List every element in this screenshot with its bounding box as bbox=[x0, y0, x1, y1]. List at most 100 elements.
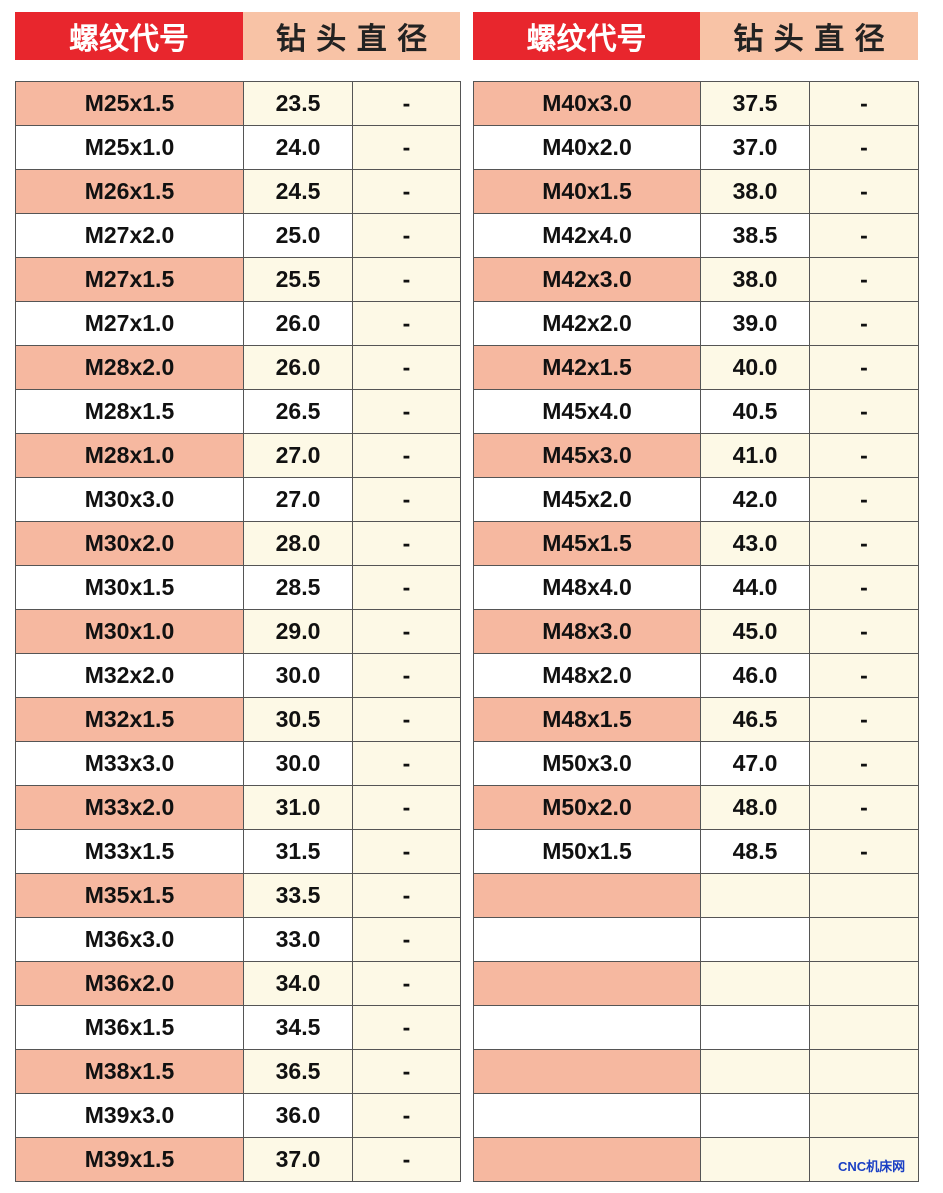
table-cell: 24.0 bbox=[243, 125, 353, 170]
empty-cell bbox=[473, 1137, 701, 1182]
table-cell: - bbox=[809, 697, 919, 742]
table-cell: - bbox=[352, 653, 461, 698]
table-cell: 38.0 bbox=[700, 257, 810, 302]
table-cell: - bbox=[809, 477, 919, 522]
table-cell: - bbox=[352, 521, 461, 566]
table-cell: 25.0 bbox=[243, 213, 353, 258]
table-cell: M45x2.0 bbox=[473, 477, 701, 522]
empty-cell bbox=[473, 873, 701, 918]
table-cell: - bbox=[809, 81, 919, 126]
table-cell: 37.0 bbox=[700, 125, 810, 170]
table-cell: M45x3.0 bbox=[473, 433, 701, 478]
table-cell: 31.5 bbox=[243, 829, 353, 874]
table-cell: M48x3.0 bbox=[473, 609, 701, 654]
empty-cell bbox=[809, 1005, 919, 1050]
table-cell: M42x3.0 bbox=[473, 257, 701, 302]
table-cell: - bbox=[809, 521, 919, 566]
table-cell: M28x1.0 bbox=[15, 433, 244, 478]
table-cell: - bbox=[352, 1093, 461, 1138]
table-cell: M45x4.0 bbox=[473, 389, 701, 434]
table-cell: 34.5 bbox=[243, 1005, 353, 1050]
empty-cell bbox=[809, 1049, 919, 1094]
empty-cell bbox=[700, 917, 810, 962]
table-cell: M36x3.0 bbox=[15, 917, 244, 962]
empty-cell bbox=[700, 961, 810, 1006]
table-cell: - bbox=[352, 697, 461, 742]
table-cell: 42.0 bbox=[700, 477, 810, 522]
table-cell: - bbox=[809, 125, 919, 170]
table-cell: 31.0 bbox=[243, 785, 353, 830]
table-cell: - bbox=[352, 961, 461, 1006]
table-cell: 44.0 bbox=[700, 565, 810, 610]
table-cell: M48x4.0 bbox=[473, 565, 701, 610]
table-cell: 28.5 bbox=[243, 565, 353, 610]
empty-cell bbox=[700, 873, 810, 918]
table-cell: 36.5 bbox=[243, 1049, 353, 1094]
table-cell: 47.0 bbox=[700, 741, 810, 786]
table-cell: 48.0 bbox=[700, 785, 810, 830]
table-cell: - bbox=[352, 609, 461, 654]
table-cell: M42x2.0 bbox=[473, 301, 701, 346]
empty-cell bbox=[809, 917, 919, 962]
table-cell: - bbox=[809, 653, 919, 698]
table-cell: - bbox=[352, 1005, 461, 1050]
table-cell: M27x2.0 bbox=[15, 213, 244, 258]
table-cell: M33x3.0 bbox=[15, 741, 244, 786]
table-cell: - bbox=[809, 829, 919, 874]
table-cell: 37.5 bbox=[700, 81, 810, 126]
table-cell: M33x1.5 bbox=[15, 829, 244, 874]
table-cell: 34.0 bbox=[243, 961, 353, 1006]
table-cell: 30.0 bbox=[243, 741, 353, 786]
table-cell: M36x1.5 bbox=[15, 1005, 244, 1050]
table-cell: - bbox=[809, 389, 919, 434]
table-cell: M50x3.0 bbox=[473, 741, 701, 786]
table-cell: - bbox=[352, 389, 461, 434]
table-cell: 46.0 bbox=[700, 653, 810, 698]
table-cell: M39x1.5 bbox=[15, 1137, 244, 1182]
empty-cell bbox=[473, 1005, 701, 1050]
table-cell: M25x1.0 bbox=[15, 125, 244, 170]
empty-cell bbox=[809, 961, 919, 1006]
table-cell: M32x1.5 bbox=[15, 697, 244, 742]
table-cell: - bbox=[809, 565, 919, 610]
table-cell: 33.0 bbox=[243, 917, 353, 962]
table-cell: - bbox=[809, 785, 919, 830]
table-cell: - bbox=[352, 81, 461, 126]
table-cell: - bbox=[352, 873, 461, 918]
table-cell: - bbox=[352, 433, 461, 478]
table-cell: 33.5 bbox=[243, 873, 353, 918]
table-cell: M27x1.5 bbox=[15, 257, 244, 302]
table-cell: M27x1.0 bbox=[15, 301, 244, 346]
table-cell: M42x4.0 bbox=[473, 213, 701, 258]
table-cell: M48x1.5 bbox=[473, 697, 701, 742]
table-cell: - bbox=[352, 257, 461, 302]
table-cell: - bbox=[352, 169, 461, 214]
empty-cell bbox=[473, 1049, 701, 1094]
table-cell: 38.0 bbox=[700, 169, 810, 214]
empty-cell bbox=[809, 873, 919, 918]
empty-cell bbox=[473, 1093, 701, 1138]
table-cell: 48.5 bbox=[700, 829, 810, 874]
table-cell: 39.0 bbox=[700, 301, 810, 346]
empty-cell bbox=[473, 961, 701, 1006]
table-cell: 29.0 bbox=[243, 609, 353, 654]
table-cell: M32x2.0 bbox=[15, 653, 244, 698]
table-cell: M45x1.5 bbox=[473, 521, 701, 566]
table-cell: - bbox=[352, 829, 461, 874]
header-cell: 螺纹代号 bbox=[473, 12, 700, 60]
table-cell: 38.5 bbox=[700, 213, 810, 258]
table-cell: M42x1.5 bbox=[473, 345, 701, 390]
table-cell: - bbox=[809, 609, 919, 654]
table-cell: M26x1.5 bbox=[15, 169, 244, 214]
table-cell: M30x3.0 bbox=[15, 477, 244, 522]
table-cell: M36x2.0 bbox=[15, 961, 244, 1006]
watermark: CNC机床网 bbox=[838, 1159, 906, 1174]
table-cell: - bbox=[809, 345, 919, 390]
table-cell: - bbox=[352, 741, 461, 786]
table-cell: 43.0 bbox=[700, 521, 810, 566]
table-cell: - bbox=[809, 213, 919, 258]
table-cell: - bbox=[352, 213, 461, 258]
table-cell: 26.5 bbox=[243, 389, 353, 434]
table-cell: M30x1.0 bbox=[15, 609, 244, 654]
